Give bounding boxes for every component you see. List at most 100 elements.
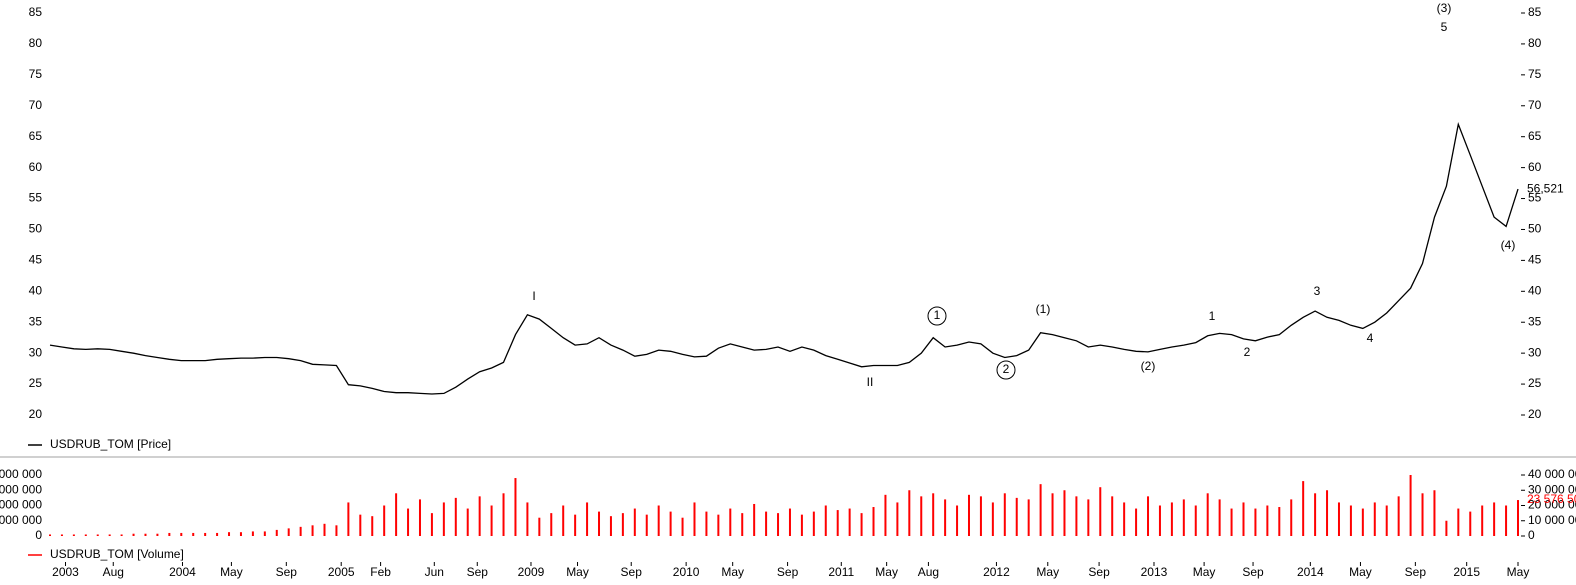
volume-bar [192, 532, 195, 536]
volume-bar [896, 502, 899, 536]
x-tick-label: Sep [1405, 565, 1427, 579]
volume-bar [1278, 507, 1281, 536]
volume-bar [430, 513, 433, 536]
volume-bar [1457, 508, 1460, 536]
volume-bar [1361, 508, 1364, 536]
volume-bar [526, 502, 529, 536]
volume-bar [1158, 505, 1161, 536]
price-line [49, 121, 1519, 395]
volume-bar [156, 533, 159, 536]
volume-bar [96, 534, 99, 536]
wave-label: 1 [1209, 309, 1216, 323]
volume-bar [1182, 499, 1185, 536]
volume-bar [144, 533, 147, 536]
wave-label: (4) [1501, 238, 1516, 252]
y2-tick-label: 50 [1528, 222, 1542, 236]
volume-bar [1349, 505, 1352, 536]
x-tick-label: May [220, 565, 243, 579]
volume-bar [1230, 508, 1233, 536]
volume-bar [168, 532, 171, 536]
x-tick-label: 2003 [52, 565, 79, 579]
volume-bar [359, 514, 362, 536]
volume-bar [1194, 505, 1197, 536]
volume-bar [860, 513, 863, 536]
volume-bar [884, 494, 887, 536]
volume-bar [633, 508, 636, 536]
volume-bar [1123, 502, 1126, 536]
y2-tick-label: 85 [1528, 5, 1542, 19]
x-tick-label: May [1036, 565, 1059, 579]
y-tick-label: 20 [29, 407, 43, 421]
y-tick-label: 10 000 000 [0, 513, 42, 527]
volume-bar [49, 534, 51, 536]
volume-bar [932, 493, 935, 536]
y-tick-label: 40 [29, 283, 43, 297]
volume-bar [812, 511, 815, 536]
volume-bar [836, 510, 839, 536]
volume-bar [1266, 505, 1269, 536]
y-tick-label: 60 [29, 160, 43, 174]
volume-bar [908, 490, 911, 536]
y2-tick-label: 40 [1528, 283, 1542, 297]
x-tick-label: May [1507, 565, 1530, 579]
x-tick-label: May [875, 565, 898, 579]
wave-label: II [867, 375, 874, 389]
wave-circle [996, 360, 1016, 380]
volume-bar [1326, 490, 1329, 536]
volume-bar [204, 532, 207, 536]
y-tick-label: 40 000 000 [0, 467, 42, 481]
volume-bar [1469, 511, 1472, 536]
volume-bar [466, 508, 469, 536]
x-tick-label: May [566, 565, 589, 579]
volume-bar [681, 517, 684, 536]
y2-tick-label: 20 000 000 [1528, 498, 1576, 512]
volume-bar [514, 478, 517, 536]
wave-label: 3 [1314, 284, 1321, 298]
volume-bar [1218, 499, 1221, 536]
volume-bar [216, 532, 219, 536]
y-tick-label: 20 000 000 [0, 498, 42, 512]
volume-bar [562, 505, 565, 536]
y-tick-label: 75 [29, 67, 43, 81]
x-tick-label: 2012 [983, 565, 1010, 579]
volume-bar [1445, 520, 1448, 536]
y-tick-label: 30 [29, 345, 43, 359]
volume-bar [502, 493, 505, 536]
volume-bar [1063, 490, 1066, 536]
volume-bar [60, 534, 63, 536]
y-tick-label: 65 [29, 129, 43, 143]
wave-label: 2 [1244, 345, 1251, 359]
volume-bar [454, 497, 457, 536]
wave-label: (2) [1141, 359, 1156, 373]
wave-label: (3) [1437, 1, 1452, 15]
y2-tick-label: 20 [1528, 407, 1542, 421]
volume-bar [1003, 493, 1006, 536]
y-tick-label: 45 [29, 253, 43, 267]
volume-bar [478, 496, 481, 536]
y-tick-label: 25 [29, 376, 43, 390]
y2-tick-label: 10 000 000 [1528, 513, 1576, 527]
y-tick-label: 70 [29, 98, 43, 112]
x-tick-label: Sep [467, 565, 489, 579]
volume-bar [669, 511, 672, 536]
volume-bar [180, 532, 183, 536]
wave-circle [927, 306, 947, 326]
wave-label: 5 [1441, 20, 1448, 34]
volume-bar [1385, 505, 1388, 536]
volume-bar [1409, 475, 1412, 536]
y-tick-label: 55 [29, 191, 43, 205]
x-tick-label: 2004 [169, 565, 196, 579]
y-tick-label: 50 [29, 222, 43, 236]
volume-bar [645, 514, 648, 536]
x-tick-label: 2014 [1297, 565, 1324, 579]
volume-bar [1421, 493, 1424, 536]
volume-bar [335, 525, 338, 536]
y2-tick-label: 25 [1528, 376, 1542, 390]
volume-bar [848, 508, 851, 536]
volume-bar [1517, 500, 1519, 536]
volume-bar [800, 514, 803, 536]
volume-bar [1135, 508, 1138, 536]
